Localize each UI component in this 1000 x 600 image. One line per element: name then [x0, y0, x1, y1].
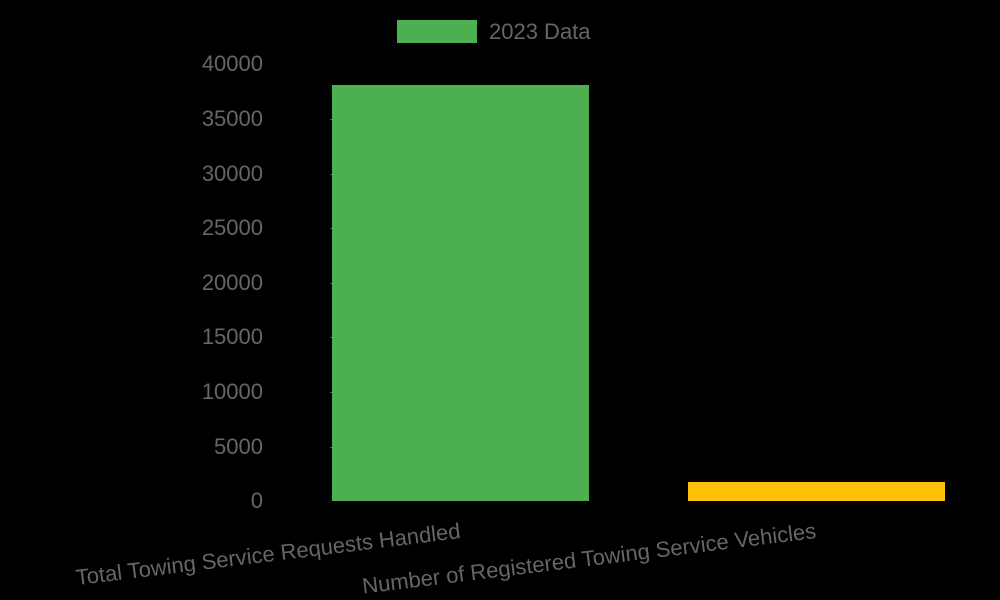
y-tick-label: 25000 — [201, 215, 263, 240]
y-tick-mark — [330, 447, 332, 448]
y-tick-mark — [330, 283, 332, 284]
y-tick-mark — [330, 337, 332, 338]
y-tick-mark — [330, 392, 332, 393]
chart-legend[interactable]: 2023 Data — [397, 20, 591, 43]
y-tick-label: 40000 — [201, 51, 263, 76]
y-tick-label: 15000 — [201, 324, 263, 349]
y-tick-label: 10000 — [201, 379, 263, 404]
legend-swatch — [397, 20, 477, 43]
legend-label: 2023 Data — [489, 19, 591, 44]
y-tick-label: 30000 — [201, 161, 263, 186]
y-tick-label: 35000 — [201, 106, 263, 131]
y-tick-mark — [330, 174, 332, 175]
y-tick-label: 5000 — [214, 434, 263, 459]
bar-registered-vehicles[interactable] — [688, 482, 945, 501]
y-tick-mark — [330, 119, 332, 120]
y-tick-label: 0 — [250, 488, 263, 513]
bar-total-requests[interactable] — [332, 85, 589, 501]
y-tick-mark — [330, 228, 332, 229]
y-tick-label: 20000 — [201, 270, 263, 295]
